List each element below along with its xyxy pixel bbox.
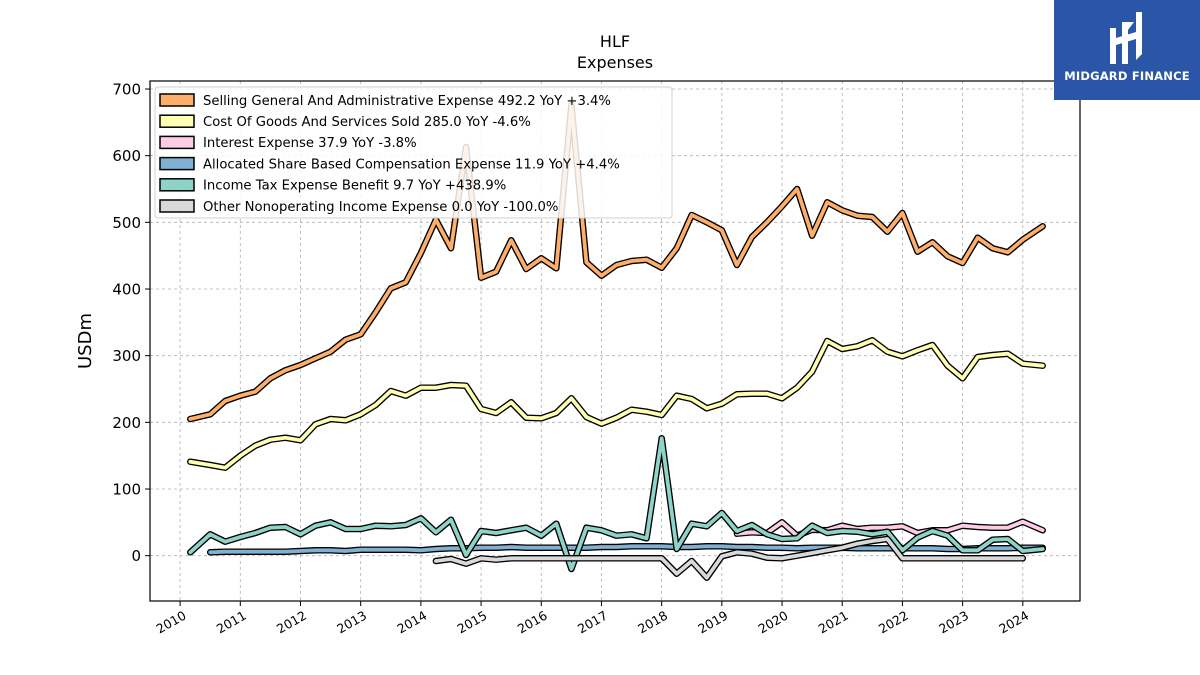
x-tick-label-0: 2010: [154, 608, 189, 637]
series-4: [187, 435, 1046, 573]
series-0: [187, 101, 1046, 423]
chart-subtitle: Expenses: [577, 53, 653, 72]
series-layer: [187, 101, 1046, 581]
legend-label-1: Cost Of Goods And Services Sold 285.0 Yo…: [203, 115, 531, 130]
y-tick-label-5: 500: [112, 214, 141, 232]
x-tick-label-2: 2012: [274, 608, 309, 637]
legend-swatch-4: [159, 178, 195, 192]
x-tick-label-1: 2011: [214, 608, 249, 637]
series-line-1: [188, 338, 1045, 470]
legend-label-5: Other Nonoperating Income Expense 0.0 Yo…: [203, 200, 558, 215]
legend-label-2: Interest Expense 37.9 YoY -3.8%: [203, 136, 417, 151]
x-tick-label-11: 2021: [816, 608, 851, 637]
chart-title: HLF: [600, 32, 630, 51]
series-line-2: [735, 519, 1045, 538]
x-tick-label-4: 2014: [394, 608, 429, 637]
legend-swatch-0: [159, 93, 195, 107]
series-line-4: [188, 436, 1045, 571]
y-axis-label: USDm: [75, 313, 96, 369]
x-tick-label-7: 2017: [575, 608, 610, 637]
series-1: [187, 337, 1046, 471]
logo-mark-icon: [1110, 12, 1142, 64]
legend-swatch-2: [159, 135, 195, 150]
y-tick-label-3: 300: [112, 347, 141, 365]
plot-frame: [149, 80, 1081, 602]
y-tick-label-6: 600: [112, 147, 141, 165]
y-tick-label-1: 100: [112, 481, 141, 499]
series-2: [733, 518, 1046, 539]
series-line-0: [188, 103, 1045, 421]
legend-swatch-1: [159, 114, 195, 128]
series-3: [206, 543, 1046, 556]
x-tick-label-14: 2024: [996, 608, 1031, 637]
y-tick-label-7: 700: [112, 81, 141, 99]
logo-text: MIDGARD FINANCE: [1064, 69, 1190, 83]
x-tick-label-10: 2020: [755, 608, 790, 637]
legend: Selling General And Administrative Expen…: [154, 86, 673, 219]
y-tick-label-0: 0: [131, 547, 141, 565]
midgard-finance-logo: MIDGARD FINANCE: [1054, 0, 1200, 100]
x-tick-label-9: 2019: [695, 608, 730, 637]
x-tick-label-3: 2013: [334, 608, 369, 637]
legend-swatch-3: [159, 156, 195, 171]
series-5: [432, 535, 1027, 581]
legend-box: [154, 86, 673, 219]
legend-label-0: Selling General And Administrative Expen…: [203, 94, 611, 109]
x-tick-label-12: 2022: [876, 608, 911, 637]
series-line-5: [433, 537, 1025, 580]
legend-label-4: Income Tax Expense Benefit 9.7 YoY +438.…: [203, 179, 506, 194]
y-tick-label-4: 400: [112, 281, 141, 299]
x-tick-label-5: 2015: [455, 608, 490, 637]
x-tick-label-6: 2016: [515, 608, 550, 637]
legend-swatch-5: [159, 199, 195, 213]
legend-label-3: Allocated Share Based Compensation Expen…: [203, 157, 620, 172]
y-tick-label-2: 200: [112, 414, 141, 432]
x-axis: 2010 2011 2012 2013 2014 2015 2016 2017 2018 2019…: [154, 601, 1031, 637]
y-axis: 0 100 200 300 400 500 600 700: [112, 81, 150, 565]
x-tick-label-13: 2023: [936, 608, 971, 637]
x-tick-label-8: 2018: [635, 608, 670, 637]
